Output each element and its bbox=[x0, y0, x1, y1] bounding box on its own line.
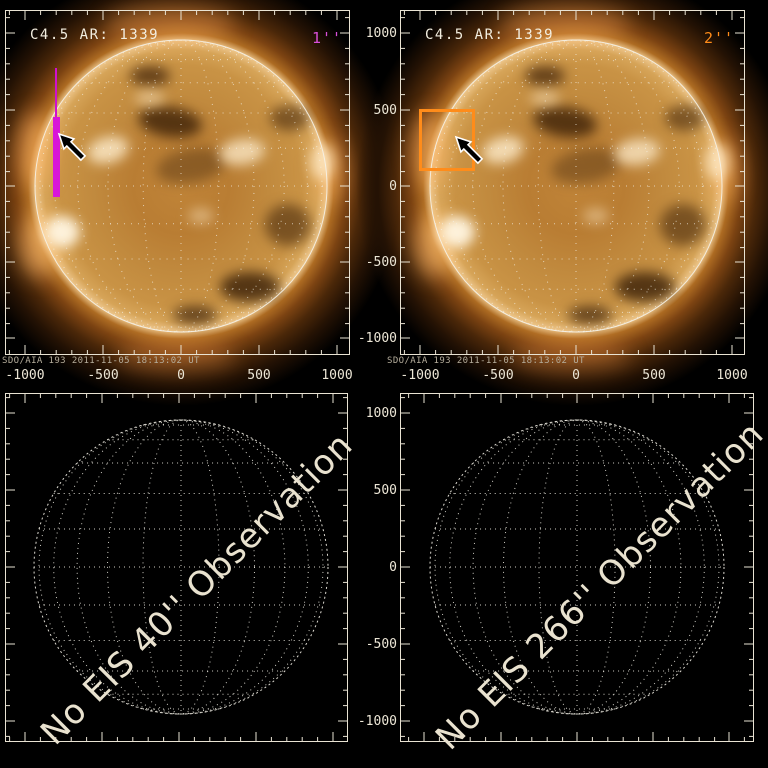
y-tick-label: 0 bbox=[389, 560, 397, 575]
x-tick-label: 0 bbox=[572, 368, 580, 383]
y-tick-label: 0 bbox=[389, 179, 397, 194]
image-timestamp: SDO/AIA 193 2011-11-05 18:13:02 UT bbox=[2, 356, 200, 366]
x-tick-label: -1000 bbox=[400, 368, 440, 383]
x-tick-label: 500 bbox=[247, 368, 271, 383]
x-tick-label: -500 bbox=[87, 368, 119, 383]
panel-context-2arcsec: C4.5 AR: 1339 2'' bbox=[400, 10, 745, 355]
eis-slit-line bbox=[55, 68, 57, 118]
y-tick-label: 1000 bbox=[365, 406, 397, 421]
pointer-arrow-icon bbox=[454, 135, 484, 165]
x-tick-label: 0 bbox=[177, 368, 185, 383]
flare-title: C4.5 AR: 1339 bbox=[425, 27, 555, 43]
y-tick-label: -1000 bbox=[357, 331, 397, 346]
solar-grid-axes bbox=[401, 11, 744, 354]
x-tick-label: 1000 bbox=[321, 368, 353, 383]
y-tick-label: -500 bbox=[365, 255, 397, 270]
solar-grid-axes bbox=[6, 394, 347, 741]
y-tick-label: -500 bbox=[365, 637, 397, 652]
image-timestamp: SDO/AIA 193 2011-11-05 18:13:02 UT bbox=[387, 356, 585, 366]
eis-fov-box bbox=[419, 109, 475, 171]
slit-width-label-2: 2'' bbox=[704, 29, 735, 47]
solar-grid-axes bbox=[401, 394, 753, 741]
y-tick-label: -1000 bbox=[357, 714, 397, 729]
pointer-arrow-icon bbox=[57, 132, 87, 162]
y-tick-label: 1000 bbox=[365, 26, 397, 41]
slit-width-label-1: 1'' bbox=[312, 29, 343, 47]
x-tick-label: 1000 bbox=[716, 368, 748, 383]
eis-slit-bar bbox=[53, 117, 60, 197]
x-tick-label: 500 bbox=[642, 368, 666, 383]
flare-title: C4.5 AR: 1339 bbox=[30, 27, 160, 43]
x-tick-label: -1000 bbox=[5, 368, 45, 383]
panel-no-eis-266: No EIS 266'' Observation bbox=[400, 393, 768, 758]
panel-no-eis-40: No EIS 40'' Observation bbox=[5, 393, 361, 753]
y-tick-label: 500 bbox=[373, 483, 397, 498]
solar-grid-axes bbox=[6, 11, 349, 354]
y-tick-label: 500 bbox=[373, 103, 397, 118]
panel-context-1arcsec: C4.5 AR: 1339 1'' bbox=[5, 10, 350, 355]
x-tick-label: -500 bbox=[482, 368, 514, 383]
